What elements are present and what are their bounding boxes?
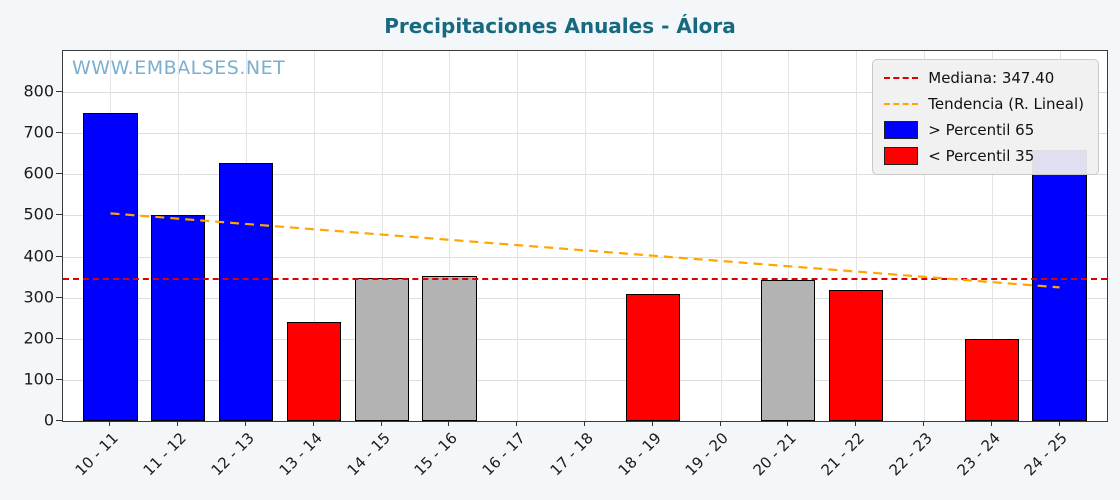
y-tick-mark [56, 173, 62, 175]
bar [151, 215, 206, 421]
v-gridline [720, 51, 722, 421]
bar [286, 322, 341, 421]
legend: Mediana: 347.40 Tendencia (R. Lineal) > … [872, 59, 1099, 175]
y-tick-label: 600 [23, 163, 54, 183]
bar [761, 279, 816, 421]
below-percentile-swatch [884, 147, 919, 165]
legend-item-below-percentile: < Percentil 35 [884, 147, 1084, 165]
y-tick-mark [56, 91, 62, 93]
above-percentile-swatch [884, 121, 919, 139]
v-gridline [585, 51, 586, 421]
y-tick-label: 100 [23, 369, 54, 389]
y-tick-mark [56, 337, 62, 339]
trend-line-sample [884, 103, 919, 105]
x-tick-label: 15 - 16 [410, 429, 462, 480]
x-tick-mark [719, 421, 721, 426]
x-tick-mark [245, 421, 247, 426]
x-tick-mark [448, 421, 450, 426]
x-tick-label: 19 - 20 [682, 429, 733, 480]
legend-item-median: Mediana: 347.40 [884, 69, 1084, 87]
bar [422, 275, 477, 421]
x-tick-label: 17 - 18 [546, 429, 597, 480]
median-line-sample [884, 77, 919, 79]
y-tick-mark [56, 255, 62, 257]
bar [218, 163, 274, 421]
legend-label-above: > Percentil 65 [928, 121, 1035, 139]
y-tick-mark [56, 296, 62, 298]
bar [625, 294, 680, 421]
x-tick-label: 23 - 24 [953, 429, 1004, 480]
x-tick-label: 14 - 15 [343, 429, 394, 480]
y-tick-label: 300 [23, 287, 54, 307]
y-tick-label: 400 [23, 246, 54, 266]
x-tick-label: 12 - 13 [207, 429, 258, 480]
chart-title: Precipitaciones Anuales - Álora [384, 14, 736, 38]
x-tick-label: 22 - 23 [885, 429, 936, 480]
y-tick-mark [56, 378, 62, 380]
legend-item-above-percentile: > Percentil 65 [884, 121, 1084, 139]
x-tick-mark [177, 421, 179, 426]
median-line [63, 278, 1107, 281]
bar [829, 290, 884, 421]
x-tick-mark [312, 421, 314, 426]
legend-label-median: Mediana: 347.40 [928, 69, 1055, 87]
y-tick-label: 200 [23, 328, 54, 348]
v-gridline [517, 51, 519, 421]
y-tick-label: 500 [23, 204, 54, 224]
x-tick-label: 20 - 21 [749, 429, 801, 480]
y-tick-label: 700 [23, 122, 54, 142]
x-tick-label: 21 - 22 [817, 429, 868, 480]
x-tick-label: 13 - 14 [275, 429, 326, 480]
x-tick-mark [380, 421, 382, 426]
x-tick-mark [516, 421, 518, 426]
bar [964, 338, 1019, 421]
x-tick-mark [990, 421, 992, 426]
x-tick-label: 24 - 25 [1020, 429, 1072, 480]
bar [83, 112, 138, 421]
plot-area: WWW.EMBALSES.NET Mediana: 347.40 Tendenc… [62, 50, 1108, 422]
x-tick-mark [855, 421, 857, 426]
x-tick-mark [1058, 421, 1060, 426]
x-tick-label: 16 - 17 [478, 429, 529, 480]
x-tick-label: 18 - 19 [614, 429, 665, 480]
x-tick-label: 10 - 11 [71, 429, 123, 480]
x-tick-mark [584, 421, 585, 426]
bar [354, 277, 409, 421]
bar [1032, 149, 1087, 421]
x-tick-mark [109, 421, 111, 426]
x-tick-mark [922, 421, 924, 426]
legend-label-trend: Tendencia (R. Lineal) [928, 95, 1084, 113]
x-tick-mark [651, 421, 653, 426]
y-tick-label: 800 [23, 81, 54, 101]
x-tick-mark [787, 421, 789, 426]
legend-item-trend: Tendencia (R. Lineal) [884, 95, 1084, 113]
legend-label-below: < Percentil 35 [928, 147, 1035, 165]
y-tick-label: 0 [43, 410, 54, 430]
y-tick-mark [56, 420, 62, 421]
y-tick-mark [56, 132, 62, 134]
y-tick-mark [56, 214, 62, 216]
x-tick-label: 11 - 12 [139, 429, 190, 480]
